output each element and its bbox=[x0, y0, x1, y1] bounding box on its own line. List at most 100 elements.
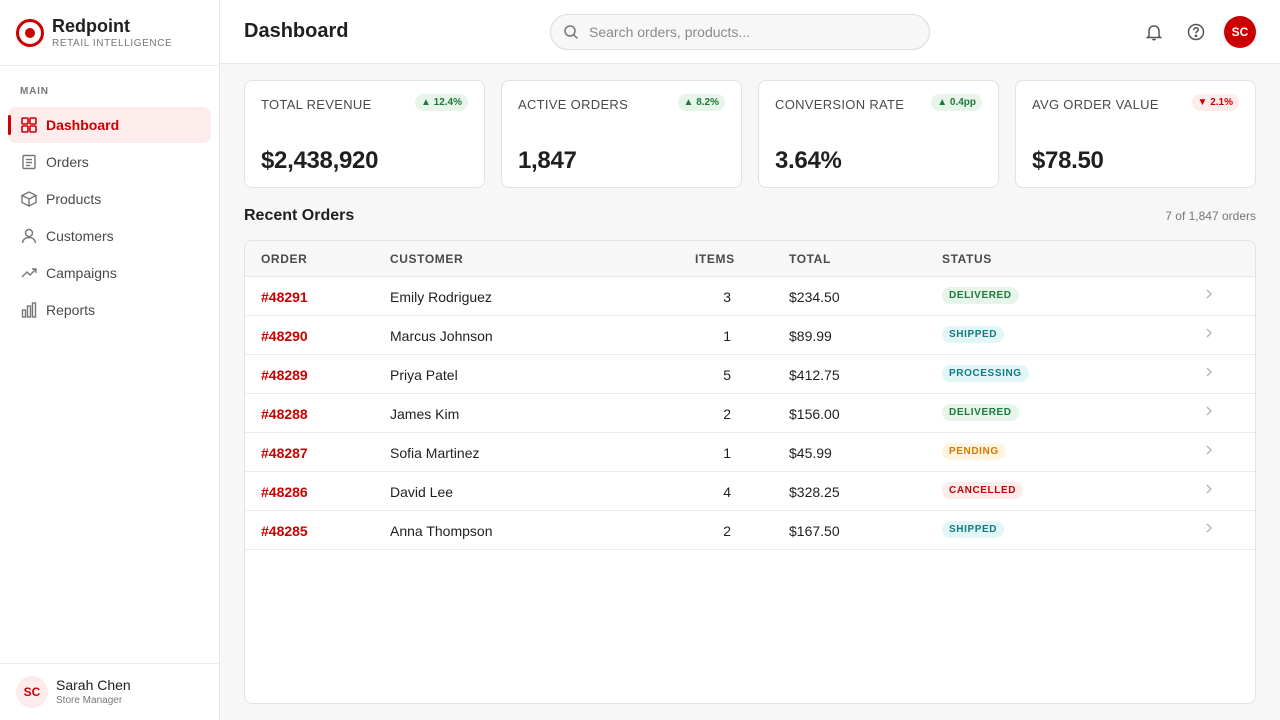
customer-name: Marcus Johnson bbox=[390, 328, 493, 344]
kpi-label: TOTAL REVENUE bbox=[261, 97, 372, 112]
chevron-right-icon[interactable] bbox=[1203, 326, 1215, 340]
kpi-cards: TOTAL REVENUE ▲ 12.4% $2,438,920 ACTIVE … bbox=[244, 80, 1256, 188]
kpi-card-conversion-rate[interactable]: CONVERSION RATE ▲ 0.4pp 3.64% bbox=[758, 80, 999, 188]
sidebar-item-orders[interactable]: Orders bbox=[8, 144, 211, 180]
customer-name: James Kim bbox=[390, 406, 460, 422]
kpi-card-avg-order-value[interactable]: AVG ORDER VALUE ▼ 2.1% $78.50 bbox=[1015, 80, 1256, 188]
user-role: Store Manager bbox=[56, 694, 123, 706]
kpi-label: AVG ORDER VALUE bbox=[1032, 97, 1159, 112]
order-total: $45.99 bbox=[789, 445, 832, 461]
top-header: Dashboard SC bbox=[220, 0, 1280, 64]
user-profile[interactable]: SC Sarah Chen Store Manager bbox=[0, 663, 219, 720]
bullseye-logo-icon bbox=[16, 18, 44, 47]
table-row[interactable]: #48289 Priya Patel 5 $412.75 PROCESSING bbox=[245, 355, 1255, 394]
sidebar-nav: Dashboard Orders Products Customers Camp… bbox=[0, 107, 219, 328]
order-id-link[interactable]: #48291 bbox=[261, 289, 308, 305]
bar-chart-icon bbox=[20, 301, 38, 319]
status-badge: PENDING bbox=[942, 443, 1006, 460]
sidebar: Redpoint RETAIL INTELLIGENCE MAIN Dashbo… bbox=[0, 0, 220, 720]
nav-section-label: MAIN bbox=[20, 86, 49, 97]
sidebar-item-customers[interactable]: Customers bbox=[8, 218, 211, 254]
item-count: 4 bbox=[723, 484, 731, 500]
order-id-link[interactable]: #48290 bbox=[261, 328, 308, 344]
help-icon[interactable] bbox=[1186, 22, 1206, 42]
user-name: Sarah Chen bbox=[56, 676, 131, 693]
chevron-right-icon[interactable] bbox=[1203, 482, 1215, 496]
document-icon bbox=[20, 153, 38, 171]
kpi-card-active-orders[interactable]: ACTIVE ORDERS ▲ 8.2% 1,847 bbox=[501, 80, 742, 188]
order-id-link[interactable]: #48285 bbox=[261, 523, 308, 539]
brand-subtitle: RETAIL INTELLIGENCE bbox=[52, 37, 173, 49]
brand[interactable]: Redpoint RETAIL INTELLIGENCE bbox=[0, 0, 219, 66]
customer-name: Sofia Martinez bbox=[390, 445, 480, 461]
order-id-link[interactable]: #48287 bbox=[261, 445, 308, 461]
brand-name: Redpoint bbox=[52, 15, 130, 36]
page-title: Dashboard bbox=[244, 20, 349, 42]
kpi-delta-badge: ▲ 8.2% bbox=[677, 94, 725, 111]
avatar: SC bbox=[16, 676, 48, 708]
column-header-total[interactable]: TOTAL bbox=[789, 252, 831, 266]
order-total: $89.99 bbox=[789, 328, 832, 344]
table-row[interactable]: #48286 David Lee 4 $328.25 CANCELLED bbox=[245, 472, 1255, 511]
trend-icon bbox=[20, 264, 38, 282]
order-id-link[interactable]: #48289 bbox=[261, 367, 308, 383]
column-header-items[interactable]: ITEMS bbox=[695, 252, 735, 266]
chevron-right-icon[interactable] bbox=[1203, 365, 1215, 379]
chevron-right-icon[interactable] bbox=[1203, 521, 1215, 535]
kpi-card-total-revenue[interactable]: TOTAL REVENUE ▲ 12.4% $2,438,920 bbox=[244, 80, 485, 188]
table-row[interactable]: #48285 Anna Thompson 2 $167.50 SHIPPED bbox=[245, 511, 1255, 550]
order-total: $412.75 bbox=[789, 367, 840, 383]
kpi-label: CONVERSION RATE bbox=[775, 97, 905, 112]
orders-table: ORDER CUSTOMER ITEMS TOTAL STATUS #48291… bbox=[244, 240, 1256, 704]
sidebar-item-label: Orders bbox=[46, 154, 89, 170]
sidebar-item-campaigns[interactable]: Campaigns bbox=[8, 255, 211, 291]
order-id-link[interactable]: #48286 bbox=[261, 484, 308, 500]
search-input[interactable] bbox=[589, 24, 909, 40]
sidebar-item-label: Campaigns bbox=[46, 265, 117, 281]
column-header-status[interactable]: STATUS bbox=[942, 252, 992, 266]
table-row[interactable]: #48287 Sofia Martinez 1 $45.99 PENDING bbox=[245, 433, 1255, 472]
customer-name: David Lee bbox=[390, 484, 454, 500]
order-id-link[interactable]: #48288 bbox=[261, 406, 308, 422]
search-bar[interactable] bbox=[550, 14, 930, 50]
item-count: 5 bbox=[723, 367, 731, 383]
column-header-order[interactable]: ORDER bbox=[261, 252, 308, 266]
customer-name: Emily Rodriguez bbox=[390, 289, 492, 305]
status-badge: SHIPPED bbox=[942, 326, 1005, 343]
customer-name: Anna Thompson bbox=[390, 523, 493, 539]
kpi-value: 3.64% bbox=[775, 147, 842, 174]
table-row[interactable]: #48290 Marcus Johnson 1 $89.99 SHIPPED bbox=[245, 316, 1255, 355]
kpi-delta-badge: ▲ 0.4pp bbox=[931, 94, 982, 111]
grid-icon bbox=[20, 116, 38, 134]
item-count: 2 bbox=[723, 406, 731, 422]
table-header: ORDER CUSTOMER ITEMS TOTAL STATUS bbox=[245, 241, 1255, 277]
kpi-delta-badge: ▼ 2.1% bbox=[1191, 94, 1239, 111]
item-count: 1 bbox=[723, 445, 731, 461]
person-icon bbox=[20, 227, 38, 245]
table-row[interactable]: #48288 James Kim 2 $156.00 DELIVERED bbox=[245, 394, 1255, 433]
sidebar-item-products[interactable]: Products bbox=[8, 181, 211, 217]
bell-icon[interactable] bbox=[1144, 22, 1164, 42]
search-icon bbox=[564, 25, 579, 40]
sidebar-item-label: Dashboard bbox=[46, 117, 120, 133]
status-badge: CANCELLED bbox=[942, 482, 1024, 499]
chevron-right-icon[interactable] bbox=[1203, 443, 1215, 457]
order-total: $328.25 bbox=[789, 484, 840, 500]
kpi-value: 1,847 bbox=[518, 147, 577, 174]
item-count: 1 bbox=[723, 328, 731, 344]
column-header-customer[interactable]: CUSTOMER bbox=[390, 252, 464, 266]
status-badge: DELIVERED bbox=[942, 404, 1019, 421]
sidebar-item-dashboard[interactable]: Dashboard bbox=[8, 107, 211, 143]
order-total: $156.00 bbox=[789, 406, 840, 422]
status-badge: PROCESSING bbox=[942, 365, 1029, 382]
header-avatar[interactable]: SC bbox=[1224, 16, 1256, 48]
sidebar-item-reports[interactable]: Reports bbox=[8, 292, 211, 328]
item-count: 3 bbox=[723, 289, 731, 305]
sidebar-item-label: Customers bbox=[46, 228, 114, 244]
box-icon bbox=[20, 190, 38, 208]
customer-name: Priya Patel bbox=[390, 367, 458, 383]
table-row[interactable]: #48291 Emily Rodriguez 3 $234.50 DELIVERED bbox=[245, 277, 1255, 316]
chevron-right-icon[interactable] bbox=[1203, 404, 1215, 418]
kpi-label: ACTIVE ORDERS bbox=[518, 97, 629, 112]
chevron-right-icon[interactable] bbox=[1203, 287, 1215, 301]
